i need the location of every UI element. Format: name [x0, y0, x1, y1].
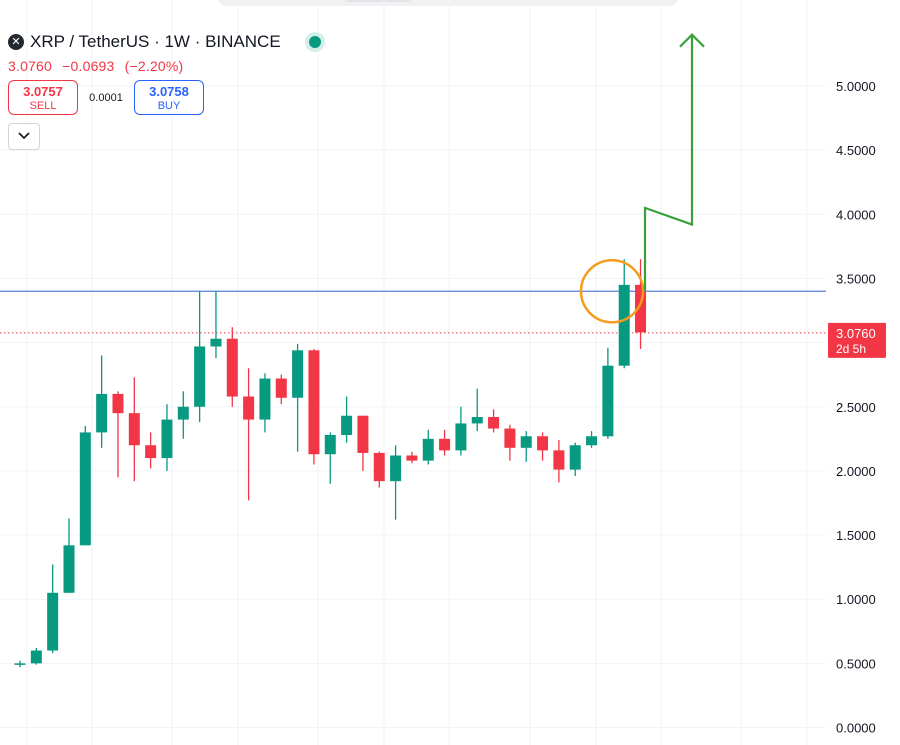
drag-grip[interactable] [343, 0, 413, 2]
symbol-title[interactable]: XRP / TetherUS · 1W · BINANCE [30, 32, 281, 51]
candle-body[interactable] [292, 350, 304, 398]
candle-body[interactable] [471, 417, 483, 424]
candle-body[interactable] [488, 417, 500, 429]
trade-buttons: 3.0757 SELL 0.0001 3.0758 BUY [8, 80, 321, 115]
price-change-row: 3.0760 −0.0693 (−2.20%) [8, 58, 321, 74]
candle-body[interactable] [161, 419, 173, 459]
y-axis-tick-label: 1.5000 [836, 528, 876, 543]
candle-body[interactable] [308, 350, 320, 455]
y-axis-tick-label: 2.0000 [836, 464, 876, 479]
y-axis-tick-label: 4.0000 [836, 207, 876, 222]
y-axis-tick-label: 1.0000 [836, 592, 876, 607]
symbol-header: ✕ XRP / TetherUS · 1W · BINANCE 3.0760 −… [8, 32, 321, 150]
candle-body[interactable] [63, 545, 75, 593]
candle-body[interactable] [455, 423, 467, 451]
candle-body[interactable] [357, 415, 369, 453]
candle-body[interactable] [439, 438, 451, 451]
candle-body[interactable] [324, 434, 336, 455]
chevron-down-icon [18, 132, 30, 140]
sell-label: SELL [29, 100, 57, 112]
candle-body[interactable] [47, 592, 59, 651]
candle-body[interactable] [390, 455, 402, 482]
candle-body[interactable] [553, 450, 565, 470]
candle-body[interactable] [145, 445, 157, 459]
candle-body[interactable] [96, 393, 108, 433]
buy-label: BUY [157, 100, 181, 112]
top-drag-handle[interactable] [218, 0, 678, 6]
candle-body[interactable] [14, 663, 26, 665]
candle-body[interactable] [177, 406, 189, 420]
candle-body[interactable] [341, 415, 353, 435]
candle-body[interactable] [194, 346, 206, 407]
current-price-label: 3.0760 [836, 326, 876, 341]
candle-body[interactable] [275, 378, 287, 398]
candle-body[interactable] [112, 393, 124, 414]
candle-body[interactable] [406, 455, 418, 461]
highlight-circle [579, 259, 645, 324]
candle-countdown-label: 2d 5h [836, 342, 866, 356]
candle-body[interactable] [504, 428, 516, 448]
candle-body[interactable] [569, 445, 581, 470]
candle-body[interactable] [373, 452, 385, 482]
y-axis-tick-label: 5.0000 [836, 79, 876, 94]
candle-body[interactable] [586, 436, 598, 446]
candle-body[interactable] [30, 650, 42, 664]
spread-value: 0.0001 [89, 91, 123, 104]
sell-price: 3.0757 [23, 84, 63, 99]
candle-body[interactable] [537, 436, 549, 451]
candle-body[interactable] [210, 338, 222, 347]
candle-body[interactable] [602, 365, 614, 437]
y-axis-tick-label: 3.5000 [836, 271, 876, 286]
candle-body[interactable] [520, 436, 532, 448]
sell-button[interactable]: 3.0757 SELL [8, 80, 78, 115]
current-price-badge [828, 322, 886, 358]
buy-button[interactable]: 3.0758 BUY [134, 80, 204, 115]
y-axis-tick-label: 4.5000 [836, 143, 876, 158]
candle-body[interactable] [618, 284, 630, 366]
market-open-indicator-icon [308, 36, 321, 48]
candle-body[interactable] [226, 338, 238, 397]
xrp-logo-icon: ✕ [8, 34, 24, 50]
candle-body[interactable] [635, 284, 647, 333]
buy-price: 3.0758 [149, 84, 189, 99]
candle-body[interactable] [79, 432, 91, 546]
collapse-button[interactable] [8, 123, 40, 150]
arrow-head [679, 33, 705, 48]
last-price: 3.0760 [8, 58, 53, 74]
y-axis-tick-label: 0.5000 [836, 656, 876, 671]
candle-body[interactable] [243, 396, 255, 420]
candle-body[interactable] [422, 438, 434, 461]
price-change-percent: (−2.20%) [124, 58, 184, 74]
price-change: −0.0693 [62, 58, 115, 74]
projection-arrow [643, 34, 694, 292]
y-axis-tick-label: 2.5000 [836, 400, 876, 415]
y-axis-tick-label: 0.0000 [836, 721, 876, 736]
symbol-title-row: ✕ XRP / TetherUS · 1W · BINANCE [8, 32, 321, 52]
candle-body[interactable] [128, 413, 140, 446]
candle-body[interactable] [259, 378, 271, 420]
